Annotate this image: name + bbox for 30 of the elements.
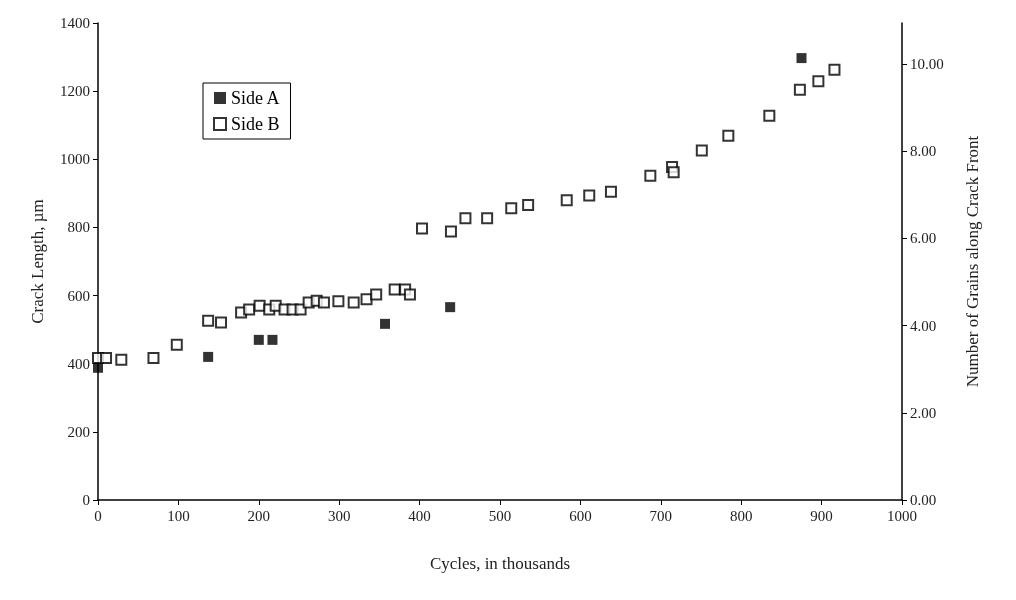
legend-label: Side B (231, 114, 280, 134)
y2-tick-label: 4.00 (910, 317, 937, 334)
x-tick-label: 900 (810, 507, 833, 524)
y2-tick-label: 10.00 (910, 55, 944, 72)
y-tick-label: 400 (67, 355, 90, 372)
y-tick-label: 1000 (60, 151, 90, 168)
y-tick-label: 1200 (60, 83, 90, 100)
y-tick-label: 800 (67, 219, 90, 236)
x-tick-label: 0 (94, 507, 102, 524)
y2-tick-label: 8.00 (910, 143, 937, 160)
y-tick-label: 1400 (60, 15, 90, 31)
y2-axis-title: Number of Grains along Crack Front (963, 135, 982, 388)
y-tick-label: 200 (67, 423, 90, 440)
x-tick-label: 600 (569, 507, 592, 524)
x-tick-label: 700 (649, 507, 673, 524)
y2-tick-label: 6.00 (910, 230, 937, 247)
x-tick-label: 400 (408, 507, 431, 524)
y-axis-title: Crack Length, µm (28, 199, 47, 324)
x-tick-label: 800 (729, 507, 753, 524)
x-tick-label: 200 (247, 507, 271, 524)
x-axis-title: Cycles, in thousands (429, 554, 571, 573)
y2-tick-label: 2.00 (910, 404, 937, 421)
x-tick-label: 300 (327, 507, 351, 524)
x-tick-label: 100 (167, 507, 190, 524)
y2-tick-label: 0.00 (910, 492, 937, 508)
legend-label: Side A (231, 88, 280, 108)
x-tick-label: 500 (488, 507, 512, 524)
x-tick-label: 1000 (887, 507, 917, 524)
y-tick-label: 600 (67, 287, 90, 304)
y-tick-label: 0 (82, 492, 90, 508)
